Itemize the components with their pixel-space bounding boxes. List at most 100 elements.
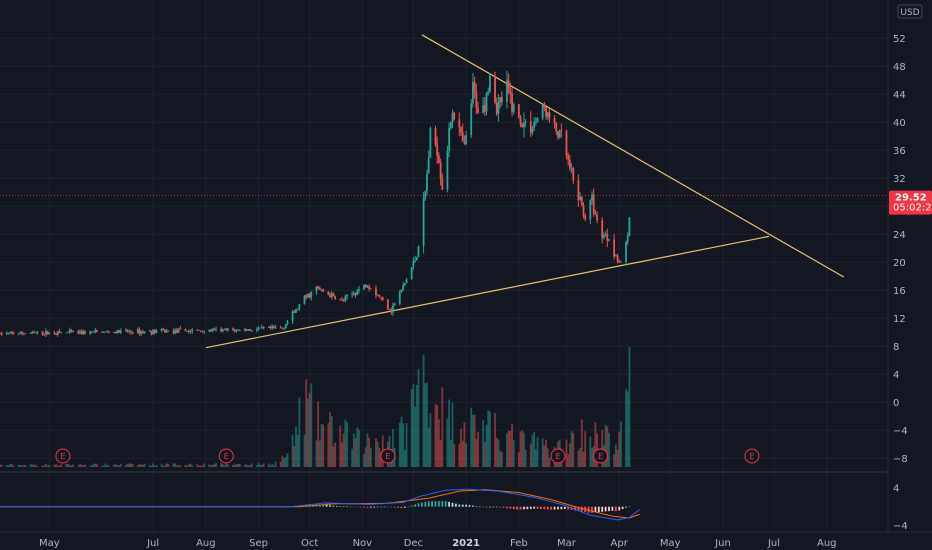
volume-bar [186,465,189,467]
volume-bar [485,424,488,467]
price-axis[interactable]: 5248444036322824201612840−4−8 4−4 USD 29… [887,0,932,532]
candle-body [346,294,348,297]
price-tick-label: 48 [893,62,906,73]
trendline-lower[interactable] [205,235,770,349]
macd-histogram-bar [485,506,488,508]
macd-histogram-bar [475,506,478,507]
macd-histogram-bar [397,506,399,508]
volume-bar [67,463,69,467]
candle-body [143,331,146,333]
candle-body [322,289,325,292]
candle-body [72,331,75,333]
candle-body [570,168,573,169]
candle-body [494,75,496,103]
macd-histogram-bar [560,506,563,510]
volume-bar [249,465,251,467]
volume-bar [291,434,294,467]
volume-bar [148,465,151,467]
volume-bar [267,463,270,467]
volume-bar [307,398,309,467]
volume-bar [368,437,371,467]
candle-body [233,330,236,332]
candle-body [439,162,442,179]
time-tick-label: Aug [817,538,837,549]
earnings-marker[interactable]: E [55,448,71,464]
candle-body [329,294,331,298]
trendline-upper[interactable] [421,34,845,278]
earnings-marker[interactable]: E [744,448,760,464]
time-tick-label: Oct [301,538,318,549]
volume-bar [500,452,503,467]
earnings-marker[interactable]: E [550,448,566,464]
time-axis[interactable]: May Jul Aug Sep Oct Nov Dec 2021 Feb Mar Apr May Jun… [0,531,932,549]
candle-body [381,297,384,300]
currency-badge[interactable]: USD [897,4,923,19]
volume-bar [344,419,347,467]
macd-histogram-bar [526,506,529,510]
volume-bar [179,465,182,467]
candle-body [546,112,549,117]
volume-bar [55,463,58,467]
earnings-marker[interactable]: E [380,448,396,464]
candle-body [221,329,224,332]
candle-body [625,241,627,262]
volume-bar [281,455,284,467]
price-candles[interactable] [0,70,631,338]
volume-bar [210,465,212,467]
volume-bar [213,464,216,467]
volume-bar [577,450,580,467]
volume-bar [102,465,105,467]
volume-bar [507,430,510,467]
candle-body [189,331,192,332]
candle-body [155,330,158,333]
candle-body [237,329,240,331]
candle-body [437,155,440,163]
volume-bar [191,465,194,467]
macd-histogram-bar [611,506,614,511]
price-tick-label: 4 [893,370,899,381]
volume-bar [460,428,462,467]
macd-histogram-bar [424,501,427,507]
price-tick-label: 24 [893,230,906,241]
volume-bar [29,464,32,467]
candle-body [449,122,452,128]
candle-body [22,333,25,335]
candle-body [577,180,580,201]
candle-body [136,329,139,334]
volume-bar [410,389,413,467]
macd-histogram-bar [410,505,413,507]
candle-body [378,294,381,298]
price-tick-label: −4 [893,426,908,437]
volume-bar [136,465,139,467]
candle-body [284,324,287,329]
candle-body [341,299,343,301]
candle-body [448,127,451,151]
volume-bar [92,464,95,467]
volume-bar [167,464,170,467]
earnings-marker[interactable]: E [218,448,234,464]
volume-bar [330,416,333,467]
macd-tick-label: −4 [893,521,908,532]
volume-bar [589,436,592,467]
macd-histogram-bar [557,506,559,510]
volume-bar [364,447,367,467]
candle-body [34,332,37,334]
candle-body [572,168,575,181]
current-price-label: 29.52 05:02:21 [889,190,932,215]
volume-bar [521,430,524,467]
macd-histogram-bar [499,506,502,508]
candle-body [199,330,202,332]
earnings-marker[interactable]: E [593,448,609,464]
candle-body [601,220,604,238]
volume-bar [244,464,246,467]
volume-bar [9,464,12,467]
trendlines[interactable] [205,34,845,349]
price-label-background [889,190,932,215]
candle-body [283,328,285,329]
candle-body [351,293,354,295]
candle-body [517,104,520,118]
volume-bar [604,424,607,467]
earnings-marker-label: E [60,452,65,461]
